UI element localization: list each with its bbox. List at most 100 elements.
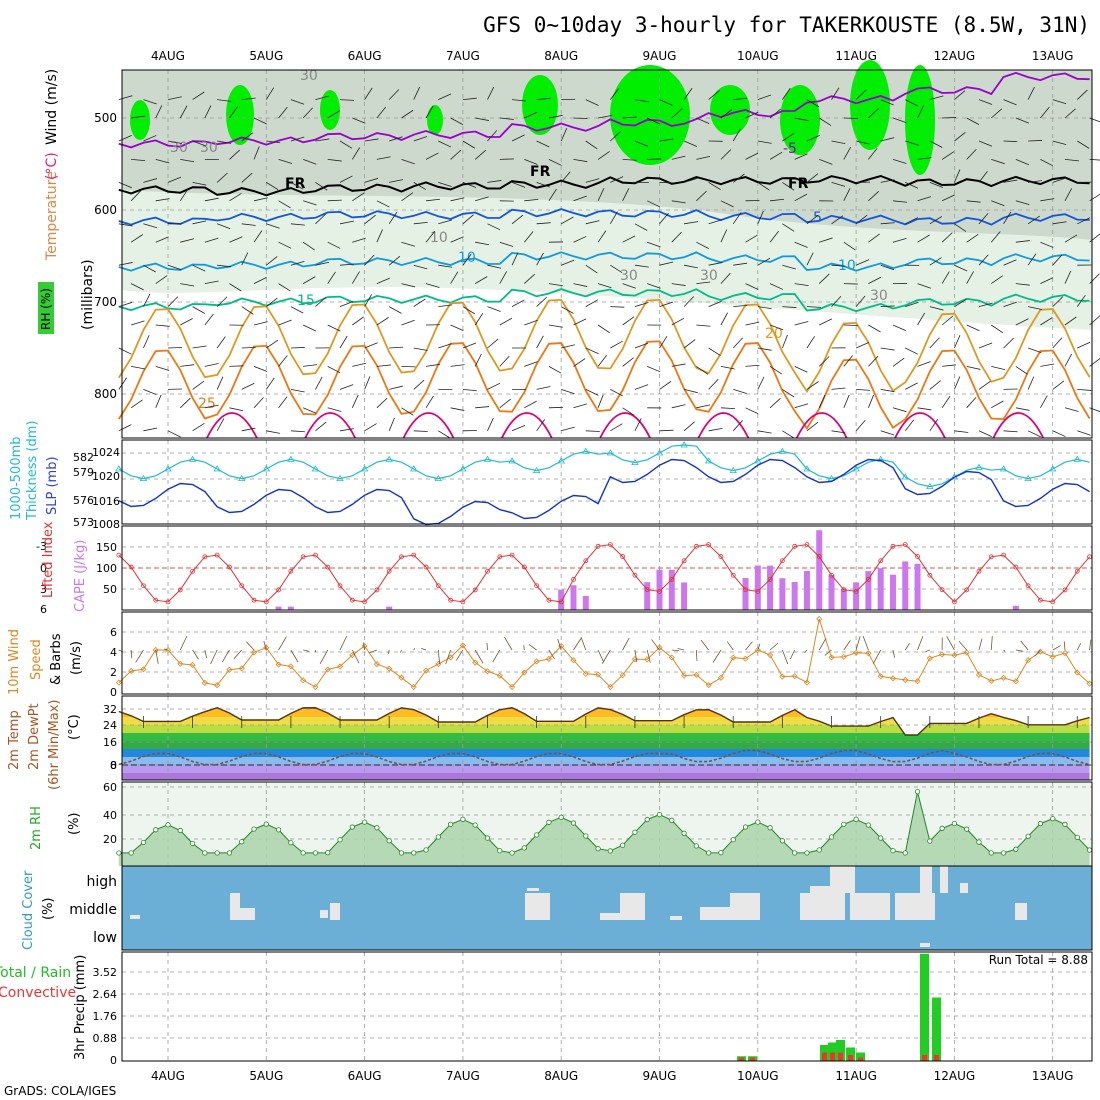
lifted-index-marker [448,597,454,603]
wind-barb [696,404,711,409]
wind-barb-10m [155,649,159,664]
cloud-block [130,915,140,919]
cloud-block [920,866,932,896]
wind-barb [782,182,795,191]
wind-barb [499,241,514,247]
lifted-index-marker [141,583,146,589]
wind-barb [794,403,809,409]
lifted-index-marker [1013,564,1019,570]
wind-barb [634,384,649,390]
wind-speed-marker [1025,657,1032,664]
wind-speed-marker [214,682,221,689]
wind-barb [180,318,193,326]
wind-speed-marker [619,672,626,679]
wind-barb [610,264,623,274]
rh2m-marker [1000,850,1007,856]
wind-barb [929,337,940,349]
wind-barb [880,222,895,225]
wind-speed-marker [373,661,380,668]
wind-barb [683,177,698,183]
wind-barb [352,192,365,202]
wind-barb [155,275,168,284]
wind-barb-10m [303,649,310,652]
wind-speed-marker [545,655,552,663]
wind-barb [597,151,610,160]
wind-tick: 0 [110,686,117,699]
lifted-index-marker [693,543,699,549]
wind-barb [585,299,599,307]
wind-barb-10m [597,649,605,663]
wind-barb [204,363,219,367]
wind-barb [941,232,953,243]
lifted-index-marker [300,554,306,560]
wind-barb [180,283,195,287]
wind-barb [1003,301,1017,307]
rh2m-marker [472,822,478,828]
wind-barb [720,200,734,208]
wind-barb [217,99,232,102]
wind-barb [1052,337,1063,349]
wind-barb [905,217,918,225]
wind-barb [990,108,1003,119]
wind-barb [720,109,733,119]
rh2m-marker [497,848,503,854]
date-label-bottom: 7AUG [446,1069,480,1083]
wind-barb [303,407,317,414]
wind-barb-10m [192,649,199,660]
wind-barb [217,264,232,268]
wind-barb [266,339,279,349]
wind-barb [831,87,840,100]
wind-barb [241,252,249,266]
panel-frame [121,525,1093,611]
thickness-marker [459,465,467,472]
contour-label: 15 [297,293,315,309]
run-total-label: Run Total = 8.88 [989,953,1088,967]
wind-barb [266,223,280,229]
upper-ylabel-mb: (millibars) [80,259,96,330]
cape-bar [570,585,577,610]
wind-speed-marker [656,644,663,651]
wind-barb [806,306,821,308]
wind-barb [597,283,612,289]
rh2m-marker [865,822,871,828]
wind-barb [167,264,182,271]
rh2m-marker [718,850,724,856]
wind-barb [585,220,600,225]
wind-barb-10m [1052,645,1061,651]
wind-barb [782,223,795,232]
cloud-block [670,916,682,920]
thickness-marker [410,465,418,472]
rh2m-marker [275,827,282,833]
precip-ylabel-c: Convective [0,985,76,1001]
wind-barb [1040,106,1050,119]
precip-total-bar [932,997,941,1061]
rh-cell [850,60,890,150]
wind-barb [647,366,661,373]
wind-barb [401,109,414,119]
rh2m-marker [964,826,970,832]
footer-credit: GrADS: COLA/IGES [4,1084,116,1098]
lifted-index-marker [730,572,736,578]
lifted-index-marker [263,599,269,605]
wind-barb [179,188,189,202]
thickness-marker [360,465,369,472]
date-label-bottom: 8AUG [544,1069,578,1083]
cape-bar [877,568,884,610]
t2m-ylabel-a: 2m Temp [7,710,22,770]
wind-speed-marker [349,652,356,659]
wind-barb [720,229,728,243]
slp-line [118,458,1090,526]
wind-barb [1052,177,1067,183]
rh2m-marker [398,850,405,856]
wind-barb-10m [646,649,651,663]
wind-barb [573,358,586,367]
wind-barb [511,182,526,188]
wind-barb [266,297,278,307]
wind-barb [806,421,819,432]
rh2m-marker [534,832,540,838]
wind-barb-10m [634,649,638,663]
lifted-index-marker [865,577,871,582]
wind-barb [327,241,341,249]
lifted-index-marker [939,587,945,593]
wind-barb [438,430,451,439]
